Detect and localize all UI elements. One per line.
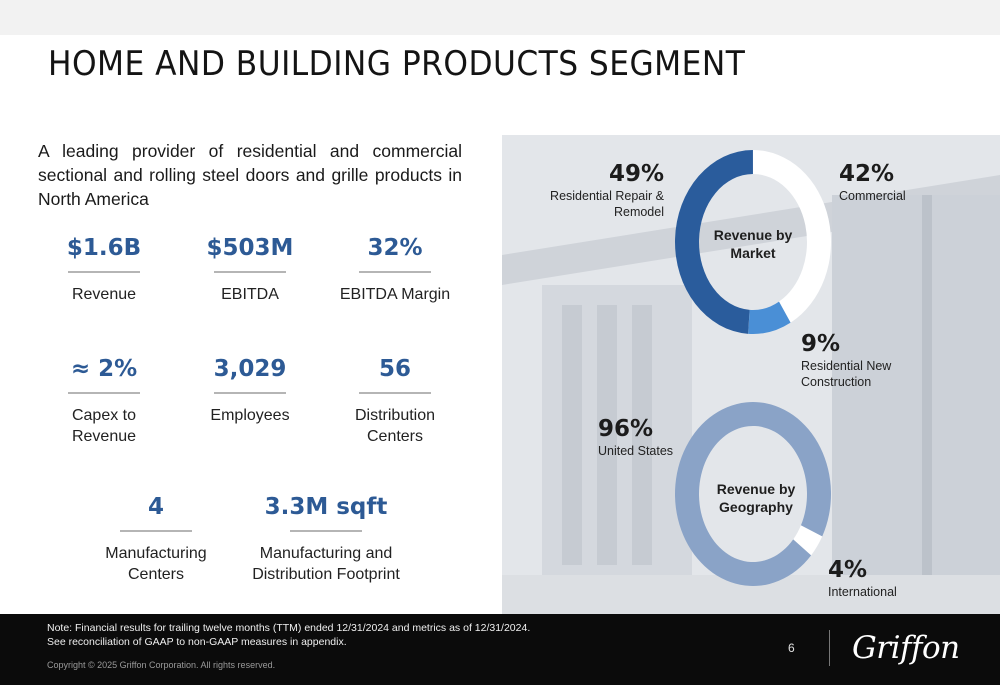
footnote-line-1: Note: Financial results for trailing twe… — [47, 622, 531, 634]
market-slice-1 — [753, 150, 831, 323]
metric-label: Manufacturing and Distribution Footprint — [252, 545, 400, 583]
footer-divider — [829, 630, 830, 666]
metric-divider — [359, 271, 431, 273]
metric-label: EBITDA — [221, 286, 279, 303]
market-category-new-construction: Residential New Construction — [801, 359, 892, 389]
market-category-commercial: Commercial — [839, 189, 906, 203]
metric-value: 3,029 — [213, 356, 287, 382]
market-donut-chart — [675, 150, 831, 334]
page-title: HOME AND BUILDING PRODUCTS SEGMENT — [48, 44, 746, 84]
metric-divider — [290, 530, 362, 532]
market-label-new-construction: 9% Residential New Construction — [801, 330, 901, 390]
market-slice-2 — [748, 301, 791, 334]
market-category-repair-remodel: Residential Repair & Remodel — [550, 189, 664, 219]
segment-description: A leading provider of residential and co… — [38, 141, 462, 209]
metric-value: 56 — [378, 356, 411, 382]
geography-label-international: 4% International — [828, 556, 928, 600]
metric-label: Distribution Centers — [354, 407, 436, 445]
metric-divider — [214, 392, 286, 394]
market-label-repair-remodel: 49% Residential Repair & Remodel — [542, 160, 664, 220]
page-number: 6 — [788, 641, 795, 655]
geography-slice-1 — [793, 525, 823, 556]
geography-value-international: 4% — [828, 557, 868, 583]
market-slice-0 — [675, 150, 753, 334]
metric-value: $1.6B — [66, 235, 142, 261]
market-value-new-construction: 9% — [801, 331, 841, 357]
geography-chart-title: Revenue by Geography — [716, 481, 796, 515]
metric-revenue: $1.6B Revenue — [29, 233, 179, 305]
metric-label: Employees — [210, 407, 290, 424]
building-photo-panel: Revenue by Market 49% Residential Repair… — [502, 135, 1000, 614]
market-value-repair-remodel: 49% — [608, 161, 664, 187]
footer-bar: Note: Financial results for trailing twe… — [0, 614, 1000, 685]
market-label-commercial: 42% Commercial — [839, 160, 939, 204]
metric-label: Capex to Revenue — [71, 407, 137, 445]
geography-value-united-states: 96% — [598, 416, 654, 442]
metric-capex: ≈ 2% Capex to Revenue — [29, 354, 179, 447]
footnote-line-2: See reconciliation of GAAP to non-GAAP m… — [47, 635, 347, 648]
metric-employees: 3,029 Employees — [175, 354, 325, 426]
metric-divider — [68, 392, 140, 394]
top-band — [0, 0, 1000, 35]
metric-divider — [68, 271, 140, 273]
geography-label-united-states: 96% United States — [598, 415, 718, 459]
geography-donut-chart — [675, 402, 831, 586]
metric-value: 4 — [147, 494, 164, 520]
metric-value: ≈ 2% — [70, 356, 138, 382]
geography-category-united-states: United States — [598, 444, 674, 458]
metric-value: 3.3M sqft — [264, 494, 388, 520]
footnote: Note: Financial results for trailing twe… — [47, 622, 530, 649]
metric-distribution-centers: 56 Distribution Centers — [320, 354, 470, 447]
market-chart-title: Revenue by Market — [713, 227, 793, 261]
geography-category-international: International — [828, 585, 897, 599]
griffon-logo: Griffon — [852, 630, 960, 666]
metric-ebitda: $503M EBITDA — [175, 233, 325, 305]
copyright: Copyright © 2025 Griffon Corporation. Al… — [47, 660, 276, 670]
metric-footprint: 3.3M sqft Manufacturing and Distribution… — [226, 492, 426, 585]
building-background-graphic — [502, 135, 1000, 614]
metric-manufacturing-centers: 4 Manufacturing Centers — [81, 492, 231, 585]
metric-label: Manufacturing Centers — [105, 545, 207, 583]
metric-label: EBITDA Margin — [339, 286, 451, 303]
metric-label: Revenue — [71, 286, 137, 303]
metric-value: $503M — [206, 235, 294, 261]
metric-divider — [359, 392, 431, 394]
metric-ebitda-margin: 32% EBITDA Margin — [320, 233, 470, 305]
metric-divider — [120, 530, 192, 532]
metric-value: 32% — [367, 235, 423, 261]
market-value-commercial: 42% — [839, 161, 895, 187]
metric-divider — [214, 271, 286, 273]
